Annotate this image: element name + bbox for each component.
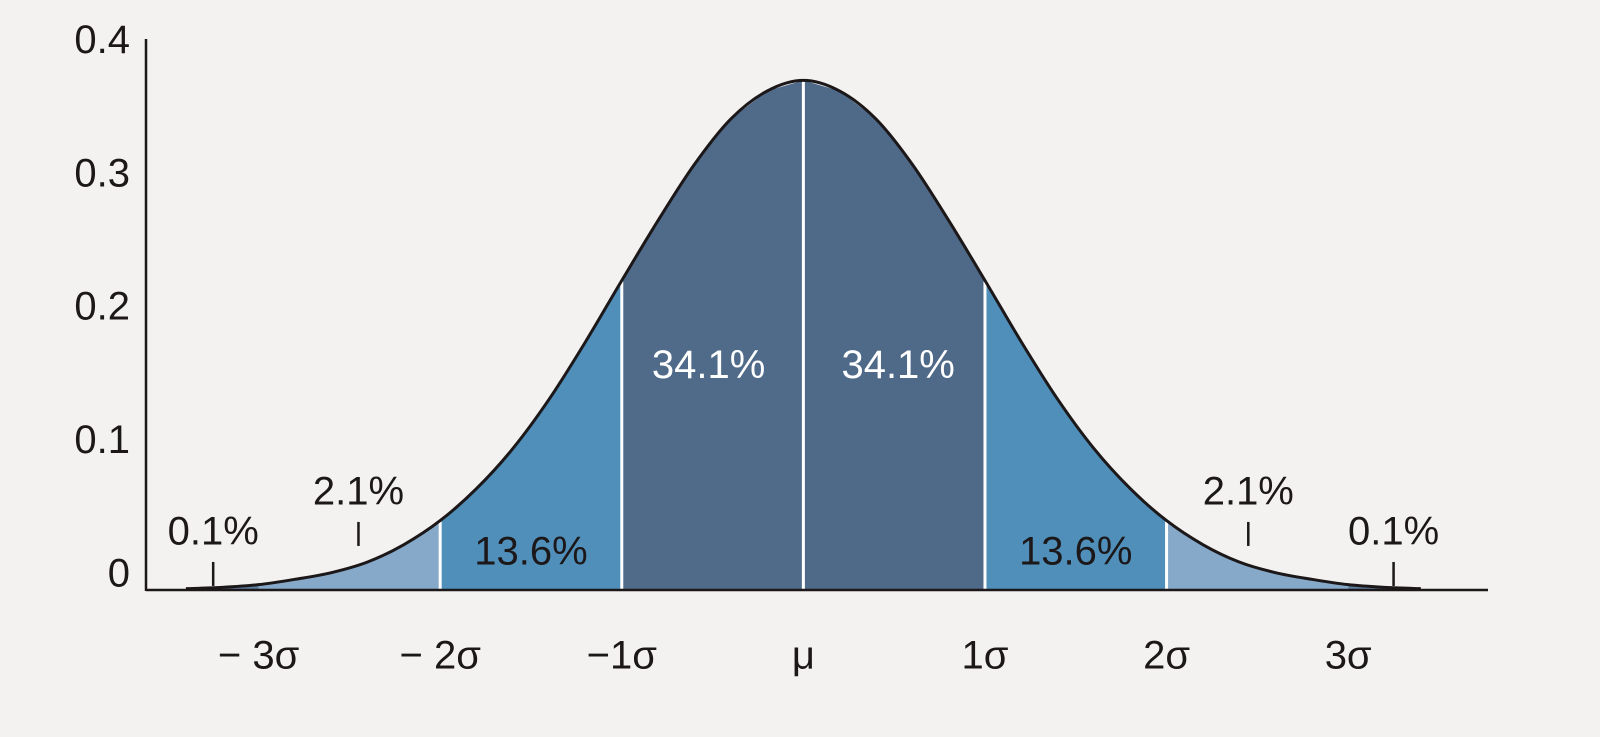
segment-label: 2.1% (1203, 470, 1294, 514)
segment-label: 2.1% (313, 470, 404, 514)
segment (258, 520, 441, 590)
density-curve (185, 78, 1421, 591)
x-tick-label: 2σ (1143, 634, 1190, 678)
segment-label: 0.1% (1348, 510, 1439, 554)
y-tick-label: 0 (108, 552, 130, 596)
segment-label: 0.1% (168, 510, 259, 554)
y-tick-label: 0.3 (74, 151, 130, 195)
y-tick-label: 0.4 (74, 18, 130, 62)
x-tick-label: −1σ (587, 634, 658, 678)
segment-label: 34.1% (841, 343, 954, 387)
x-tick-label: 3σ (1325, 634, 1372, 678)
y-tick-label: 0.2 (74, 285, 130, 329)
segment-label: 34.1% (652, 343, 765, 387)
x-tick-label: μ (792, 634, 815, 678)
segment-label: 13.6% (474, 530, 587, 574)
segment (1166, 520, 1349, 590)
x-tick-label: − 3σ (218, 634, 300, 678)
x-tick-label: 1σ (962, 634, 1009, 678)
segment-label: 13.6% (1019, 530, 1132, 574)
y-tick-label: 0.1 (74, 418, 130, 462)
x-tick-label: − 2σ (399, 634, 481, 678)
